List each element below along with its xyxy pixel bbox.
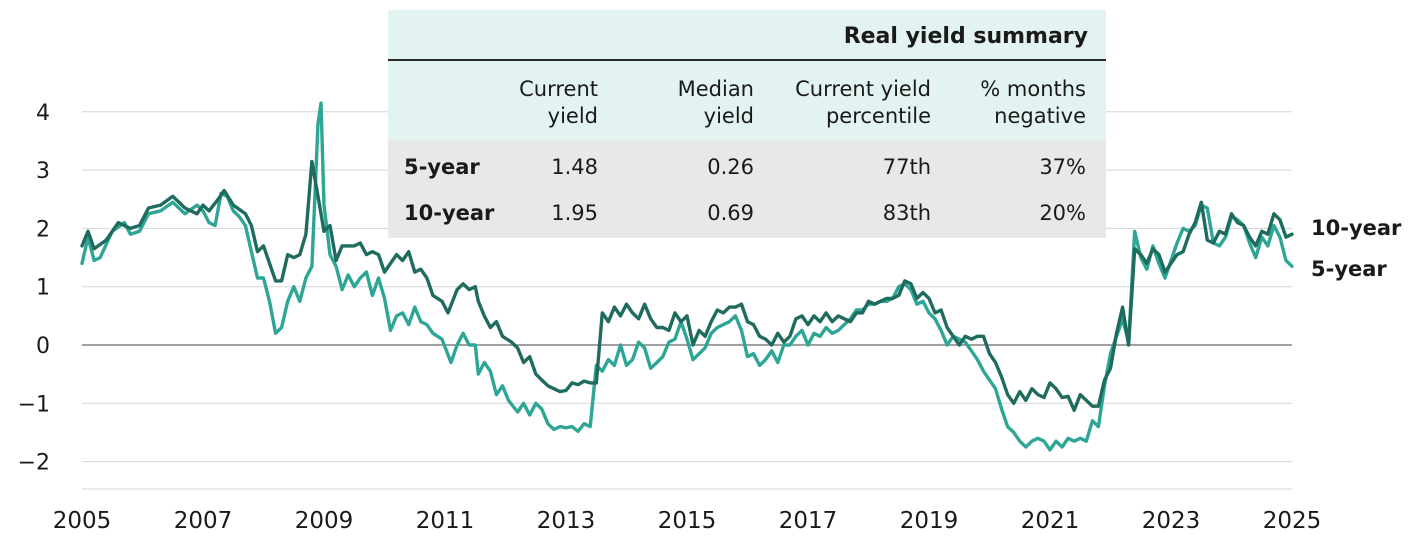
table-body: 5-year 1.48 0.26 77th 37% 10-year 1.95 0… bbox=[388, 140, 1106, 238]
series-line-10-year bbox=[80, 159, 1294, 412]
x-axis-ticks: 2005 2007 2009 2011 2013 2015 2017 2019 2021 2023… bbox=[53, 508, 1322, 534]
cell-10-year-months-negative: 20% bbox=[1039, 201, 1086, 225]
table-title: Real yield summary bbox=[843, 24, 1088, 49]
x-tick-label: 2019 bbox=[900, 508, 959, 534]
table-header-area: Real yield summary Current yield Median … bbox=[388, 10, 1106, 140]
col-header-current-yield: Current yield bbox=[519, 77, 598, 128]
cell-5-year-current-yield: 1.48 bbox=[551, 155, 598, 179]
x-tick-label: 2023 bbox=[1142, 508, 1201, 534]
cell-10-year-current-yield: 1.95 bbox=[551, 201, 598, 225]
y-tick-label: 3 bbox=[36, 159, 50, 184]
y-axis-ticks: 4 3 2 1 0 −1 −2 bbox=[18, 101, 50, 476]
x-tick-label: 2025 bbox=[1263, 508, 1322, 534]
y-tick-label: 0 bbox=[36, 334, 50, 359]
y-tick-label: 1 bbox=[36, 276, 50, 301]
x-tick-label: 2005 bbox=[53, 508, 112, 534]
x-tick-label: 2015 bbox=[658, 508, 717, 534]
cell-5-year-months-negative: 37% bbox=[1039, 155, 1086, 179]
end-label-10-year: 10-year bbox=[1311, 216, 1402, 240]
x-tick-label: 2007 bbox=[174, 508, 233, 534]
x-tick-label: 2011 bbox=[416, 508, 475, 534]
col-header-months-negative: % months negative bbox=[980, 77, 1086, 128]
series-lines bbox=[80, 101, 1294, 452]
x-tick-label: 2013 bbox=[537, 508, 596, 534]
x-tick-label: 2021 bbox=[1021, 508, 1080, 534]
row-label-10-year: 10-year bbox=[404, 201, 495, 225]
header-divider bbox=[388, 59, 1106, 61]
real-yield-summary-table: Real yield summary Current yield Median … bbox=[388, 10, 1106, 238]
col-header-median-yield: Median yield bbox=[677, 77, 754, 128]
cell-5-year-median-yield: 0.26 bbox=[707, 155, 754, 179]
y-tick-label: 4 bbox=[36, 101, 50, 126]
x-tick-label: 2017 bbox=[779, 508, 838, 534]
cell-10-year-median-yield: 0.69 bbox=[707, 201, 754, 225]
y-tick-label: 2 bbox=[36, 217, 50, 242]
end-label-5-year: 5-year bbox=[1311, 257, 1387, 281]
cell-10-year-percentile: 83th bbox=[882, 201, 931, 225]
row-label-5-year: 5-year bbox=[404, 155, 480, 179]
series-line-5-year bbox=[80, 101, 1294, 452]
cell-5-year-percentile: 77th bbox=[882, 155, 931, 179]
col-header-current-yield-percentile: Current yield percentile bbox=[795, 77, 931, 128]
x-tick-label: 2009 bbox=[295, 508, 354, 534]
y-tick-label: −1 bbox=[18, 392, 50, 417]
y-tick-label: −2 bbox=[18, 451, 50, 476]
